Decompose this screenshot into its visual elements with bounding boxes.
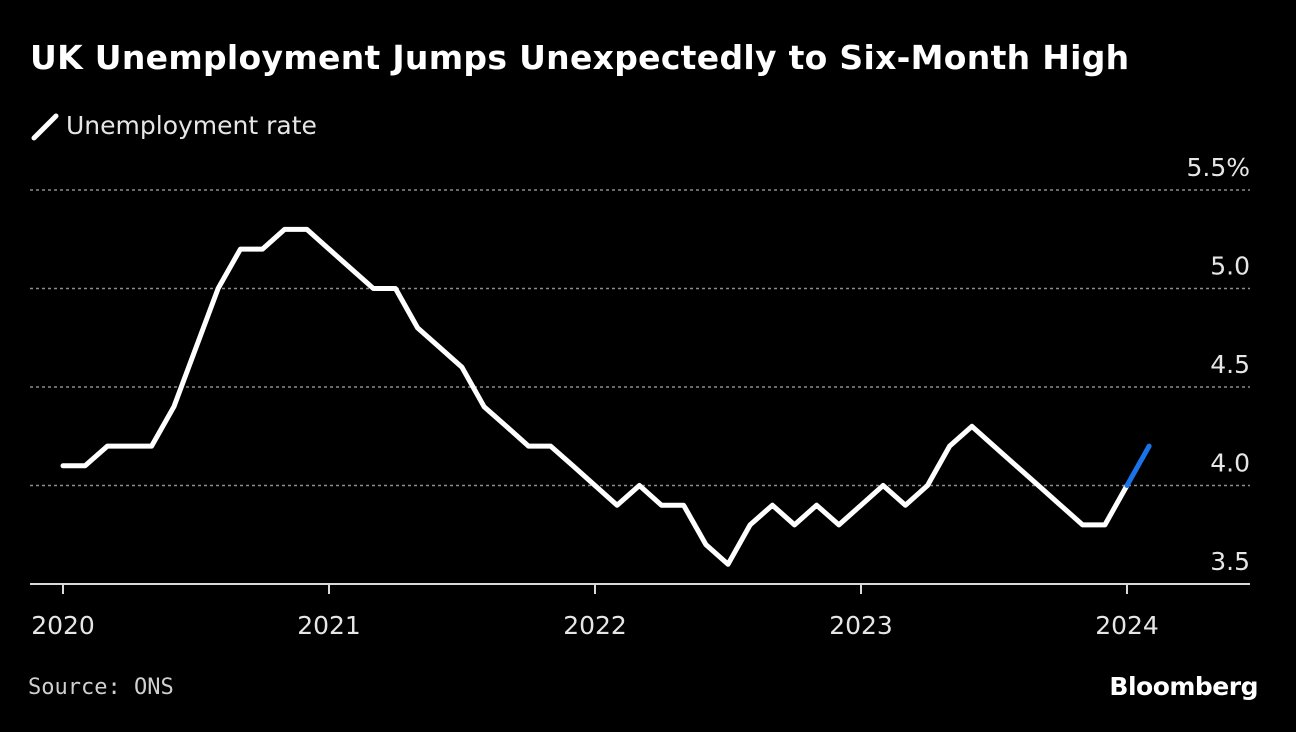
bloomberg-logo: Bloomberg <box>1109 672 1258 701</box>
y-tick-label: 4.5 <box>1210 350 1250 379</box>
legend-label: Unemployment rate <box>66 110 317 140</box>
x-tick-label: 2022 <box>563 611 627 640</box>
y-tick-label: 5.0 <box>1210 252 1250 281</box>
x-tick-label: 2021 <box>297 611 361 640</box>
y-tick-label: 3.5 <box>1210 547 1250 576</box>
x-tick-label: 2023 <box>829 611 893 640</box>
source-note: Source: ONS <box>28 675 174 700</box>
chart-title: UK Unemployment Jumps Unexpectedly to Si… <box>30 38 1130 77</box>
x-tick-label: 2020 <box>31 611 95 640</box>
series-line-unemployment-rate <box>60 226 1130 567</box>
y-tick-label: 4.0 <box>1210 449 1250 478</box>
y-tick-label: 5.5% <box>1186 153 1250 182</box>
legend: Unemployment rate <box>30 108 317 142</box>
series-line-latest <box>1124 443 1152 488</box>
legend-line-icon <box>31 113 59 141</box>
x-tick-label: 2024 <box>1095 611 1159 640</box>
